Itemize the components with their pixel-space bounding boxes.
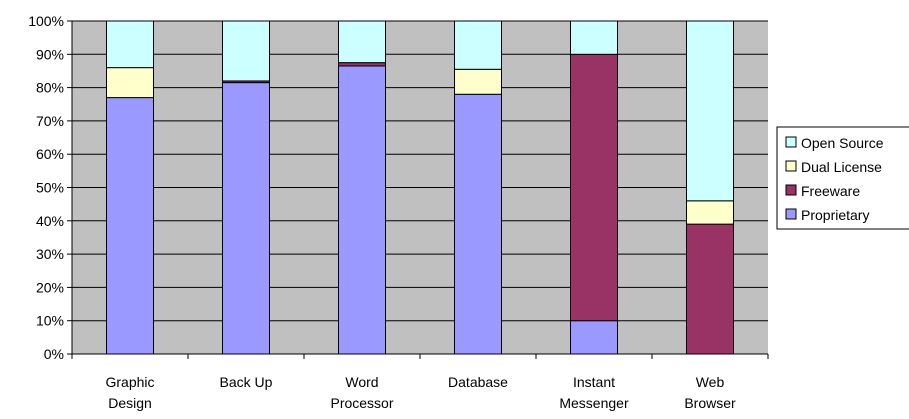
bar-segment-dual-license xyxy=(454,68,502,95)
bar-segment-open-source xyxy=(570,20,618,55)
x-tick-label: Web Browser xyxy=(684,374,736,411)
x-tick-label: Word Processor xyxy=(330,374,393,411)
gridlines xyxy=(72,20,768,322)
legend-swatch xyxy=(785,184,797,196)
bar-segment-open-source xyxy=(338,20,386,64)
y-tick-label: 30% xyxy=(36,246,64,262)
y-tick-label: 0% xyxy=(44,346,64,362)
y-tick-label: 40% xyxy=(36,213,64,229)
legend-label: Open Source xyxy=(801,135,884,151)
x-tick-label: Instant Messenger xyxy=(559,374,629,411)
legend-box xyxy=(776,126,909,230)
bar-segment-open-source xyxy=(222,20,270,82)
bar-segment-freeware xyxy=(686,223,734,355)
legend-swatch xyxy=(785,208,797,220)
legend-label: Freeware xyxy=(801,183,860,199)
x-tick-label: Back Up xyxy=(220,374,273,390)
y-tick-label: 60% xyxy=(36,146,64,162)
legend-label: Proprietary xyxy=(801,207,869,223)
y-tick-label: 70% xyxy=(36,113,64,129)
y-tick-label: 20% xyxy=(36,279,64,295)
bar-segment-dual-license xyxy=(686,200,734,225)
y-tick-label: 90% xyxy=(36,46,64,62)
x-axis-ticks: Graphic Design Back Up Word Processor Databas… xyxy=(71,354,769,411)
x-tick-label: Graphic Design xyxy=(105,374,154,411)
bar-segment-dual-license xyxy=(106,67,154,99)
y-tick-label: 80% xyxy=(36,80,64,96)
bar-segment-freeware xyxy=(570,53,618,322)
bar-segment-proprietary xyxy=(106,97,154,355)
bars xyxy=(106,20,734,355)
y-axis-ticks: 0% 10% 20% 30% 40% 50% 60% 70% 80% 90% 100% xyxy=(28,13,72,362)
bar-segment-proprietary xyxy=(570,320,618,355)
legend-label: Dual License xyxy=(801,159,882,175)
y-tick-label: 100% xyxy=(28,13,64,29)
legend-swatch xyxy=(785,136,797,148)
y-tick-label: 10% xyxy=(36,313,64,329)
bar-segment-proprietary xyxy=(454,93,502,355)
x-tick-label: Database xyxy=(448,374,508,390)
bar-segment-open-source xyxy=(686,20,734,202)
bar-segment-open-source xyxy=(106,20,154,69)
legend: Open Source Dual License Freeware Proprieta… xyxy=(776,126,909,230)
y-tick-label: 50% xyxy=(36,180,64,196)
bar-segment-proprietary xyxy=(338,65,386,355)
legend-swatch xyxy=(785,160,797,172)
bar-segment-proprietary xyxy=(222,82,270,355)
bar-segment-open-source xyxy=(454,20,502,70)
